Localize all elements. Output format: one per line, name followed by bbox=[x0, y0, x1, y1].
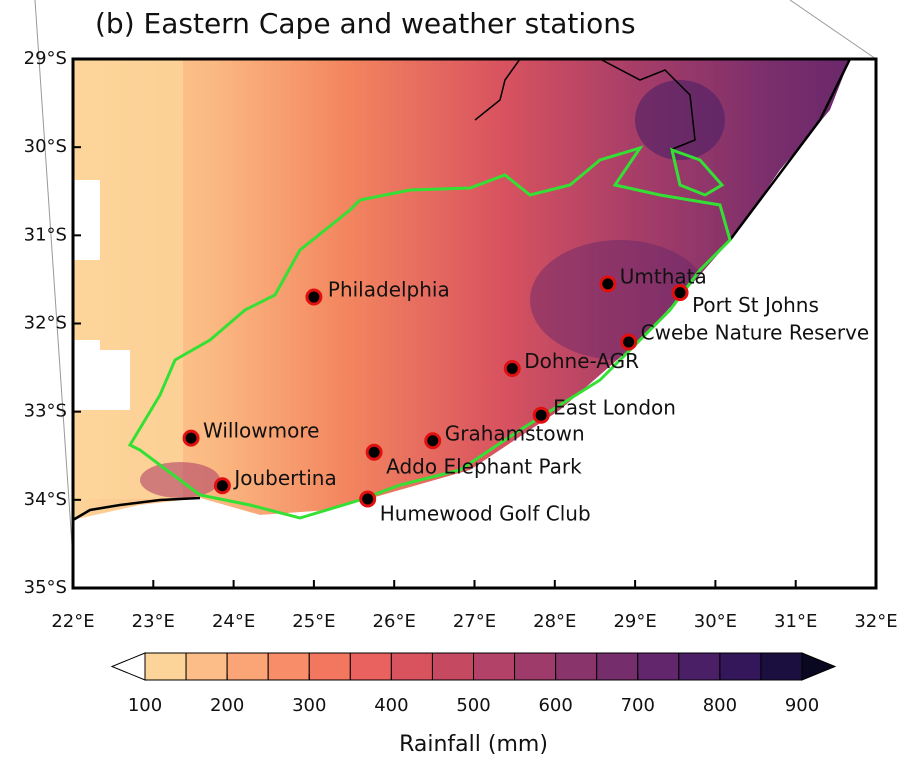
colorbar-box bbox=[185, 652, 228, 681]
border bbox=[474, 59, 696, 151]
colorbar-box bbox=[678, 652, 721, 681]
station-label: Cwebe Nature Reserve bbox=[641, 321, 870, 345]
station-label: Dohne-AGR bbox=[524, 349, 639, 373]
colorbar-over bbox=[801, 652, 837, 681]
station-marker bbox=[305, 288, 323, 306]
station-label: Port St Johns bbox=[692, 293, 819, 317]
x-tick-label: 26°E bbox=[373, 611, 416, 632]
station-label: East London bbox=[553, 396, 676, 420]
rainfall-field bbox=[73, 59, 876, 588]
station-label: Joubertina bbox=[232, 466, 336, 490]
colorbar-box bbox=[596, 652, 639, 681]
station-label: Willowmore bbox=[203, 419, 319, 443]
x-tick-label: 28°E bbox=[533, 611, 576, 632]
y-tick-label: 30°S bbox=[24, 136, 67, 157]
x-tick-label: 24°E bbox=[212, 611, 255, 632]
colorbar-box bbox=[431, 652, 474, 681]
y-tick-label: 35°S bbox=[24, 577, 67, 598]
station-marker bbox=[599, 275, 617, 293]
x-tick-label: 31°E bbox=[774, 611, 817, 632]
x-tick-label: 29°E bbox=[613, 611, 656, 632]
wet-zone bbox=[635, 80, 725, 160]
coastline bbox=[729, 59, 852, 241]
x-tick-label: 30°E bbox=[694, 611, 737, 632]
colorbar-tick-label: 600 bbox=[538, 695, 572, 716]
colorbar-label: Rainfall (mm) bbox=[399, 732, 548, 757]
station-label: Umthata bbox=[620, 264, 707, 288]
station-marker bbox=[532, 406, 550, 424]
station-marker bbox=[671, 284, 689, 302]
colorbar-tick-label: 300 bbox=[292, 695, 326, 716]
station-label: Philadelphia bbox=[328, 278, 450, 302]
station-label: Humewood Golf Club bbox=[380, 501, 591, 525]
colorbar-tick-label: 100 bbox=[128, 695, 162, 716]
station-marker bbox=[620, 333, 638, 351]
station-marker bbox=[424, 432, 442, 450]
colorbar-tick-label: 700 bbox=[621, 695, 655, 716]
station-label: Grahamstown bbox=[445, 421, 585, 445]
station-marker bbox=[503, 359, 521, 377]
y-tick-label: 34°S bbox=[24, 489, 67, 510]
colorbar-tick-label: 900 bbox=[785, 695, 819, 716]
colorbar-tick-label: 500 bbox=[456, 695, 490, 716]
colorbar-box bbox=[719, 652, 762, 681]
y-tick-label: 29°S bbox=[24, 48, 67, 69]
y-tick-label: 33°S bbox=[24, 401, 67, 422]
x-tick-label: 27°E bbox=[453, 611, 496, 632]
province-boundary bbox=[669, 147, 725, 197]
colorbar-tick-label: 200 bbox=[210, 695, 244, 716]
station-marker bbox=[182, 429, 200, 447]
colorbar-tick-label: 400 bbox=[374, 695, 408, 716]
station-marker bbox=[213, 477, 231, 495]
x-tick-label: 22°E bbox=[51, 611, 94, 632]
colorbar-tick-label: 800 bbox=[703, 695, 737, 716]
zoom-line bbox=[34, 0, 74, 561]
coastline bbox=[73, 496, 201, 522]
x-tick-label: 23°E bbox=[132, 611, 175, 632]
zoom-line bbox=[789, 0, 877, 60]
overlay: 22°E 23°E 24°E 25°E 26°E 27°E 28°E 29°E 30°E 31°E… bbox=[24, 48, 898, 757]
y-tick-label: 32°S bbox=[24, 313, 67, 334]
x-tick-label: 32°E bbox=[854, 611, 897, 632]
station-marker bbox=[359, 490, 377, 508]
colorbar-box bbox=[390, 652, 433, 681]
sea bbox=[73, 59, 876, 588]
station-label: Addo Elephant Park bbox=[386, 455, 582, 479]
colorbar-under bbox=[110, 652, 146, 681]
station-marker bbox=[365, 443, 383, 461]
colorbar-box bbox=[144, 652, 187, 681]
province-boundary bbox=[127, 145, 732, 520]
colorbar-box bbox=[514, 652, 557, 681]
no-data bbox=[73, 180, 130, 410]
colorbar-box bbox=[308, 652, 351, 681]
land bbox=[73, 59, 850, 520]
colorbar-box bbox=[226, 652, 269, 681]
x-tick-label: 25°E bbox=[292, 611, 335, 632]
colorbar-box bbox=[473, 652, 516, 681]
map-title: (b) Eastern Cape and weather stations bbox=[95, 7, 636, 40]
dry-zone bbox=[73, 59, 183, 499]
colorbar-box bbox=[555, 652, 598, 681]
y-tick-label: 31°S bbox=[24, 224, 67, 245]
colorbar-box bbox=[349, 652, 392, 681]
colorbar-box bbox=[637, 652, 680, 681]
colorbar-box bbox=[267, 652, 310, 681]
colorbar-box bbox=[760, 652, 803, 681]
